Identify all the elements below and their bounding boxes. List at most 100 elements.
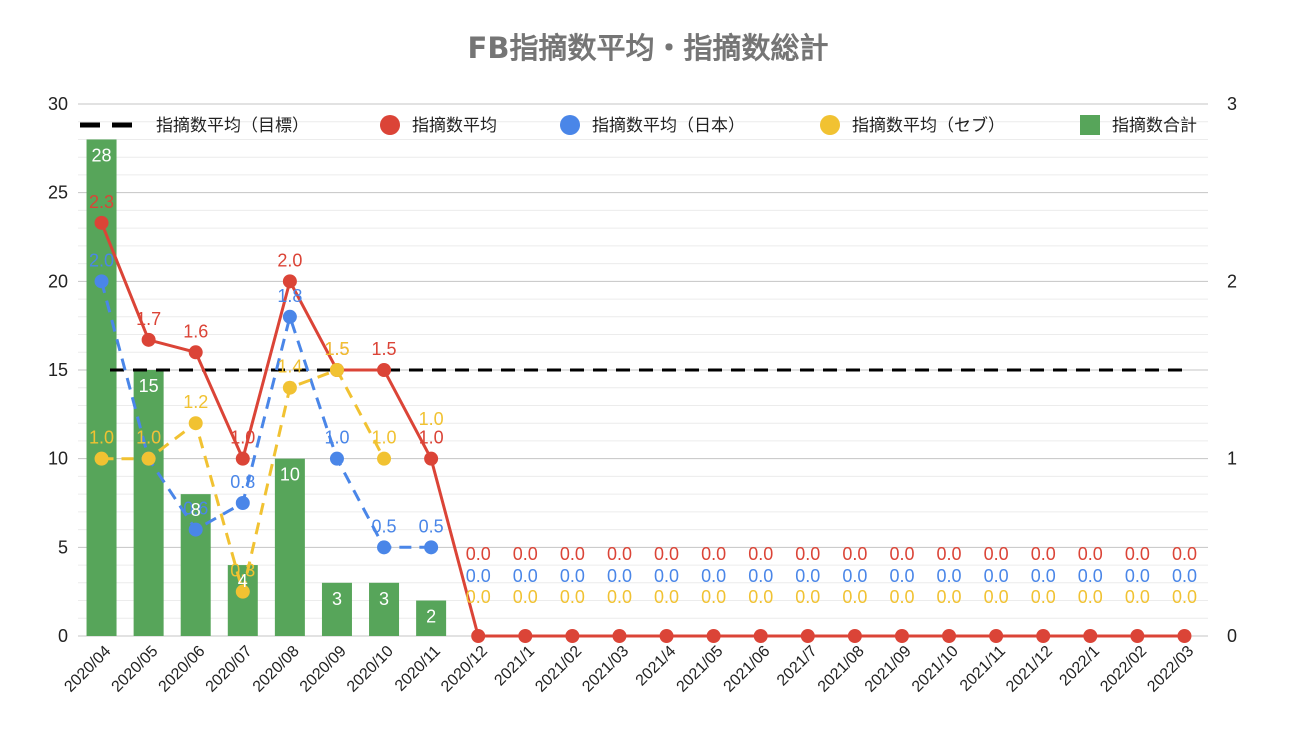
- series-line: [100, 280, 432, 549]
- x-tick-label: 2021/7: [774, 643, 821, 690]
- data-label: 1.0: [324, 428, 349, 448]
- bar: [133, 370, 164, 636]
- data-label: 0.5: [372, 516, 397, 536]
- data-label: 0.0: [560, 587, 585, 607]
- data-label: 0.0: [984, 566, 1009, 586]
- legend-label: 指摘数合計: [1112, 116, 1197, 136]
- data-point: [1130, 629, 1145, 643]
- data-label: 0.0: [607, 544, 632, 564]
- data-label: 0.0: [513, 587, 538, 607]
- data-label: 1.4: [277, 357, 302, 377]
- data-label: 0.0: [937, 587, 962, 607]
- data-label: 0.0: [1125, 587, 1150, 607]
- data-point: [329, 363, 344, 377]
- data-label: 0.0: [842, 544, 867, 564]
- data-point: [424, 540, 439, 555]
- data-point: [518, 629, 533, 643]
- legend-swatch-dot: [560, 115, 580, 135]
- data-point: [471, 629, 486, 643]
- data-point: [753, 629, 768, 643]
- y-left-tick-label: 0: [58, 626, 68, 646]
- bar-label: 0: [897, 594, 907, 614]
- legend: 指摘数平均（目標） 指摘数平均 指摘数平均（日本） 指摘数平均（セブ） 指摘数合計: [80, 115, 1197, 136]
- bar-label: 0: [803, 594, 813, 614]
- x-tick-label: 2020/11: [392, 643, 444, 695]
- data-label: 0.0: [748, 587, 773, 607]
- data-label: 0.0: [889, 566, 914, 586]
- data-point: [94, 274, 109, 289]
- y-right-tick-label: 0: [1227, 626, 1237, 646]
- x-tick-label: 2021/02: [532, 643, 585, 696]
- data-label: 0.0: [466, 544, 491, 564]
- data-label: 0.0: [889, 544, 914, 564]
- data-point: [94, 215, 109, 230]
- data-label: 1.0: [372, 428, 397, 448]
- x-tick-label: 2021/4: [633, 643, 680, 690]
- x-tick-label: 2021/09: [862, 643, 915, 696]
- data-point: [565, 629, 580, 643]
- data-point: [894, 629, 909, 643]
- bar-label: 15: [139, 376, 159, 396]
- x-tick-label: 2020/07: [203, 643, 256, 696]
- x-tick-label: 2021/08: [815, 643, 868, 696]
- legend-swatch-box: [1080, 115, 1100, 135]
- data-point: [235, 451, 250, 466]
- bar-label: 3: [332, 589, 342, 609]
- x-tick-label: 2021/06: [721, 643, 774, 696]
- y-left-tick-label: 5: [58, 537, 68, 557]
- data-label: 0.0: [607, 587, 632, 607]
- data-point: [188, 522, 203, 537]
- bar-label: 4: [238, 571, 248, 591]
- data-label: 0.0: [1172, 587, 1197, 607]
- data-label: 1.0: [230, 428, 255, 448]
- data-point: [329, 451, 344, 466]
- bar-label: 0: [1179, 594, 1189, 614]
- bar-label: 0: [709, 594, 719, 614]
- data-point: [706, 629, 721, 643]
- data-point: [282, 380, 297, 395]
- data-label: 0.3: [230, 561, 255, 581]
- x-tick-label: 2020/12: [438, 643, 491, 696]
- data-point: [94, 451, 109, 466]
- data-label: 1.0: [136, 428, 161, 448]
- bar: [227, 565, 258, 636]
- data-point: [659, 629, 674, 643]
- bar-label: 0: [756, 594, 766, 614]
- data-point: [1177, 629, 1192, 643]
- data-label: 0.0: [1031, 566, 1056, 586]
- data-label: 1.6: [183, 321, 208, 341]
- data-point: [424, 451, 439, 466]
- data-label: 0.0: [795, 566, 820, 586]
- legend-label: 指摘数平均（目標）: [156, 116, 309, 136]
- x-tick-label: 2020/04: [61, 643, 114, 696]
- bar-label: 8: [191, 500, 201, 520]
- data-label: 0.0: [1031, 544, 1056, 564]
- data-label: 0.0: [654, 587, 679, 607]
- bar-label: 10: [280, 465, 300, 485]
- bar: [369, 582, 400, 636]
- data-label: 0.0: [1031, 587, 1056, 607]
- bar: [416, 600, 447, 636]
- series-line: [100, 222, 1185, 638]
- data-label: 0.0: [654, 544, 679, 564]
- bar-label: 28: [92, 145, 112, 165]
- bar-label: 0: [944, 594, 954, 614]
- data-label: 0.0: [1172, 544, 1197, 564]
- data-label: 0.0: [1125, 566, 1150, 586]
- y-left-tick-label: 10: [48, 449, 68, 469]
- series-points: [94, 215, 1192, 643]
- y-left-tick-label: 20: [48, 271, 68, 291]
- data-point: [377, 363, 392, 377]
- bar-label: 0: [1132, 594, 1142, 614]
- data-label: 1.0: [419, 428, 444, 448]
- chart-title: FB指摘数平均・指摘数総計: [468, 31, 829, 65]
- bar: [86, 139, 117, 636]
- grid: [78, 103, 1208, 637]
- y-right-tick-label: 1: [1227, 449, 1237, 469]
- data-point: [235, 496, 250, 510]
- x-tick-label: 2020/08: [250, 643, 303, 696]
- data-labels: 2.31.71.61.02.01.5 1.51.00.0 0.0 0.0 0.0 0.0 0…: [89, 145, 1197, 626]
- data-point: [141, 332, 156, 347]
- x-tick-label: 2021/05: [674, 643, 727, 696]
